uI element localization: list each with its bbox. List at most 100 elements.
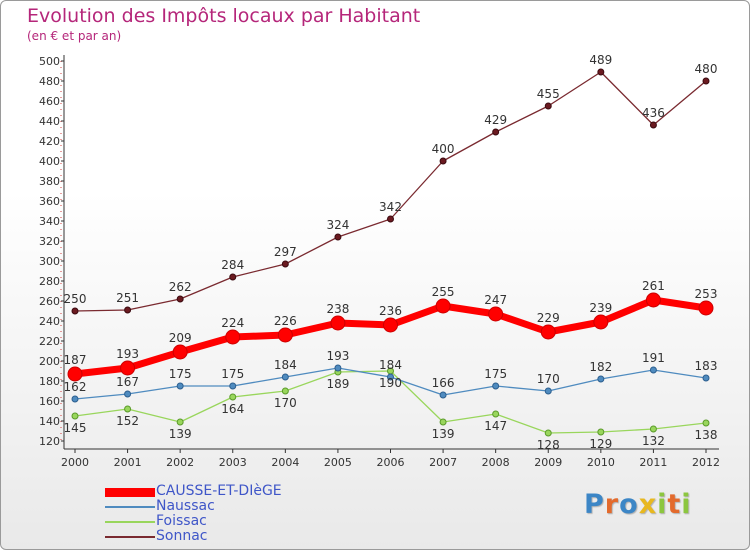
data-label: 209 (169, 331, 192, 345)
data-point (439, 157, 447, 165)
data-label: 139 (432, 427, 455, 441)
data-label: 261 (642, 279, 665, 293)
data-label: 224 (221, 316, 244, 330)
data-label: 139 (169, 427, 192, 441)
data-label: 238 (326, 302, 349, 316)
data-point (229, 393, 237, 401)
data-label: 170 (274, 396, 297, 410)
data-label: 324 (326, 218, 349, 232)
data-label: 145 (64, 421, 87, 435)
y-tick-label: 220 (39, 335, 60, 348)
data-point (597, 375, 605, 383)
data-point (229, 382, 237, 390)
data-point (702, 419, 710, 427)
y-tick-label: 440 (39, 115, 60, 128)
data-point (176, 382, 184, 390)
data-point (492, 382, 500, 390)
data-label: 297 (274, 245, 297, 259)
data-label: 229 (537, 311, 560, 325)
data-point (649, 425, 657, 433)
data-label: 147 (484, 419, 507, 433)
x-tick-label: 2002 (166, 456, 194, 469)
x-tick-label: 2008 (482, 456, 510, 469)
data-label: 247 (484, 293, 507, 307)
data-point (492, 410, 500, 418)
data-point (67, 366, 83, 382)
data-label: 175 (484, 367, 507, 381)
y-tick-label: 320 (39, 235, 60, 248)
data-label: 184 (274, 358, 297, 372)
legend-swatch (105, 521, 155, 523)
y-tick-label: 140 (39, 415, 60, 428)
data-point (649, 366, 657, 374)
x-tick-label: 2003 (219, 456, 247, 469)
data-label: 170 (537, 372, 560, 386)
data-point (439, 391, 447, 399)
data-label: 480 (695, 62, 718, 76)
y-tick-label: 160 (39, 395, 60, 408)
y-tick-label: 400 (39, 155, 60, 168)
data-point (702, 374, 710, 382)
data-label: 189 (326, 377, 349, 391)
data-point (334, 233, 342, 241)
legend-swatch (105, 487, 155, 497)
data-label: 262 (169, 280, 192, 294)
legend-swatch (105, 506, 155, 508)
data-label: 253 (695, 287, 718, 301)
data-label: 239 (589, 301, 612, 315)
data-label: 436 (642, 106, 665, 120)
data-label: 129 (589, 437, 612, 451)
data-label: 284 (221, 258, 244, 272)
data-point (492, 128, 500, 136)
data-point (277, 327, 293, 343)
y-tick-label: 260 (39, 295, 60, 308)
x-tick-label: 2005 (324, 456, 352, 469)
data-label: 175 (221, 367, 244, 381)
x-tick-label: 2001 (114, 456, 142, 469)
data-label: 255 (432, 285, 455, 299)
data-label: 190 (379, 376, 402, 390)
y-tick-label: 380 (39, 175, 60, 188)
data-label: 175 (169, 367, 192, 381)
data-label: 236 (379, 304, 402, 318)
data-point (124, 405, 132, 413)
data-point (540, 324, 556, 340)
data-label: 226 (274, 314, 297, 328)
data-label: 152 (116, 414, 139, 428)
data-point (698, 300, 714, 316)
x-tick-label: 2007 (429, 456, 457, 469)
data-point (120, 360, 136, 376)
x-tick-label: 2004 (271, 456, 299, 469)
y-tick-label: 280 (39, 275, 60, 288)
x-tick-label: 2011 (639, 456, 667, 469)
data-point (71, 395, 79, 403)
x-tick-label: 2006 (377, 456, 405, 469)
data-label: 167 (116, 375, 139, 389)
data-point (225, 329, 241, 345)
series-line-3 (74, 71, 707, 312)
y-tick-label: 180 (39, 375, 60, 388)
data-label: 187 (64, 353, 87, 367)
data-point (176, 295, 184, 303)
data-point (176, 418, 184, 426)
data-label: 128 (537, 438, 560, 452)
data-label: 489 (589, 53, 612, 67)
data-point (597, 428, 605, 436)
data-label: 193 (116, 347, 139, 361)
data-label: 162 (64, 380, 87, 394)
data-point (383, 317, 398, 333)
data-point (281, 260, 289, 268)
data-point (387, 215, 394, 223)
chart-title: Evolution des Impôts locaux par Habitant (27, 5, 421, 27)
legend-label: CAUSSE-ET-DIèGE (156, 483, 282, 499)
legend-swatch (105, 536, 155, 538)
y-tick-label: 360 (39, 195, 60, 208)
data-point (645, 292, 661, 308)
data-label: 250 (64, 292, 87, 306)
x-tick-label: 2012 (692, 456, 720, 469)
data-label: 184 (379, 358, 402, 372)
x-tick-label: 2009 (534, 456, 562, 469)
data-point (387, 373, 394, 381)
